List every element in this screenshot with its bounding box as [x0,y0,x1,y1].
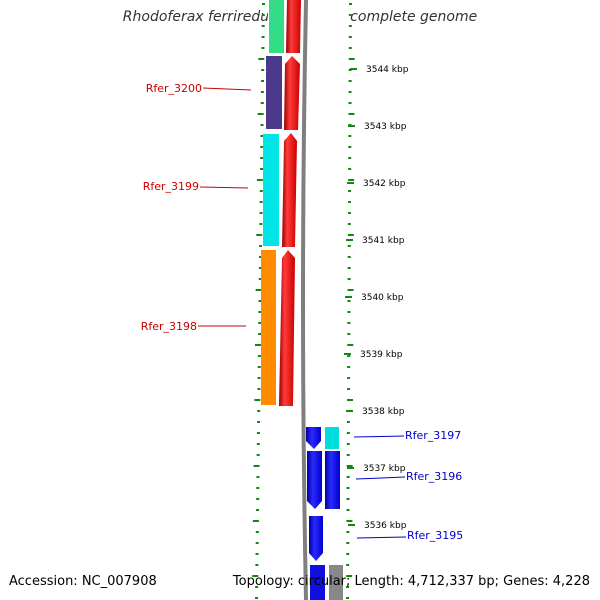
gene-label-rfer-3195: Rfer_3195 [407,529,463,542]
partial-block-grey [329,565,343,600]
gene-block-rfer-3200 [266,56,282,129]
partial-arrow-red [286,0,301,53]
scale-label: 3538 kbp [362,407,405,417]
partial-block-green [269,0,284,53]
gene-arrow-rfer-3200 [284,56,300,130]
gene-block-rfer-3197 [325,427,339,449]
scale-label: 3544 kbp [366,65,409,75]
gene-block-rfer-3196 [325,451,340,509]
gene-block-rfer-3198 [261,250,276,405]
tick-marks [252,3,355,599]
scale-label: 3536 kbp [364,521,407,531]
scale-axis: 3544 kbp 3543 kbp 3542 kbp 3541 kbp 3540 kbp… [344,65,409,531]
gene-arrow-rfer-3195 [309,516,323,561]
gene-label-rfer-3197: Rfer_3197 [405,429,461,442]
gene-label-rfer-3199: Rfer_3199 [143,180,199,193]
gene-label-rfer-3196: Rfer_3196 [406,470,462,483]
scale-label: 3537 kbp [363,464,406,474]
scale-label: 3543 kbp [364,122,407,132]
gene-label-rfer-3198: Rfer_3198 [141,320,197,333]
scale-label: 3542 kbp [363,179,406,189]
gene-labels: Rfer_3200 Rfer_3199 Rfer_3198 Rfer_3197 … [141,82,464,542]
gene-leader-rfer-3195 [356,536,407,539]
gene-arrow-rfer-3198 [279,250,295,406]
scale-label: 3541 kbp [362,236,405,246]
topology-text: Topology: circular; Length: 4,712,337 bp… [232,574,590,589]
gene-arrow-rfer-3196 [307,451,322,509]
scale-label: 3540 kbp [361,293,404,303]
gene-arrow-rfer-3197 [306,427,321,449]
gene-leader-rfer-3200 [202,87,252,91]
gene-leader-rfer-3199 [199,186,249,189]
scale-label: 3539 kbp [360,350,403,360]
gene-label-rfer-3200: Rfer_3200 [146,82,202,95]
partial-block-blue [310,565,325,600]
gene-leader-rfer-3197 [353,435,405,438]
gene-leader-rfer-3196 [355,476,406,480]
gene-arrow-rfer-3199 [282,133,297,247]
gene-block-rfer-3199 [263,134,279,246]
backbone-track [301,0,308,600]
accession-text: Accession: NC_007908 [9,574,157,589]
